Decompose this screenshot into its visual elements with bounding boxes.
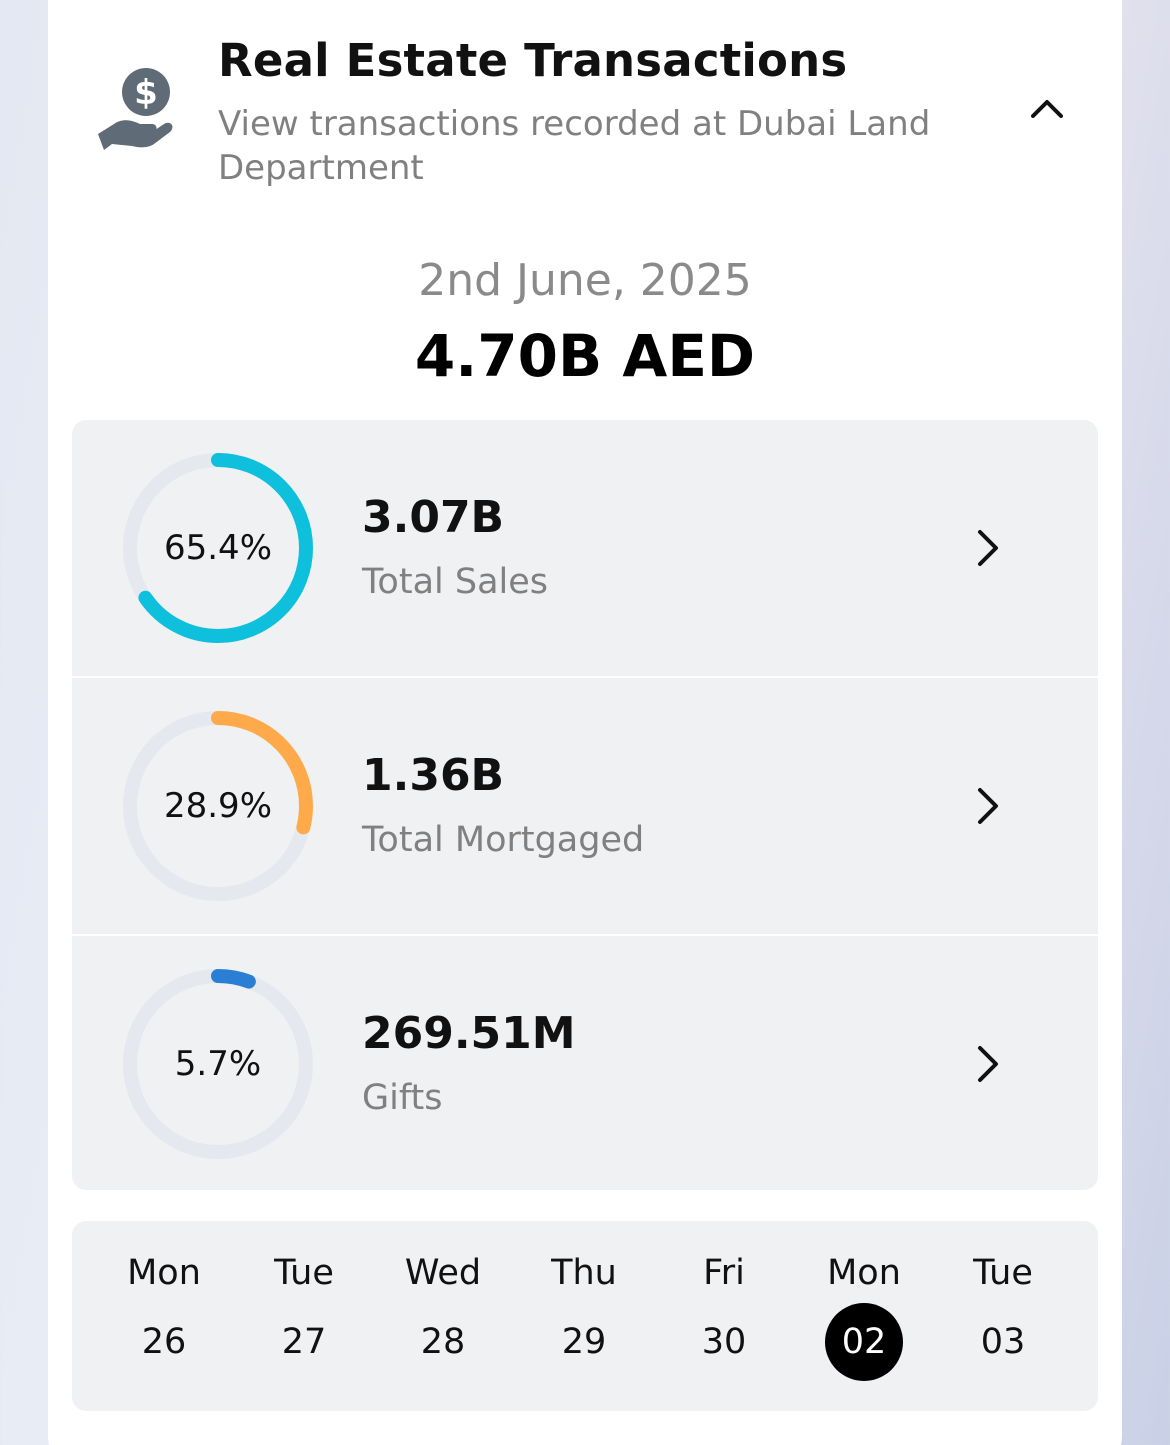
day-name: Tue [274, 1253, 334, 1293]
day-number: 30 [701, 1322, 747, 1362]
stat-label: Gifts [362, 1078, 443, 1118]
page-subtitle: View transactions recorded at Dubai Land… [218, 104, 931, 188]
day-number: 26 [141, 1322, 187, 1362]
day-cell[interactable]: Thu 29 [514, 1221, 654, 1411]
day-number: 02 [825, 1303, 903, 1381]
chevron-right-icon[interactable] [968, 524, 1008, 572]
stat-row-gifts[interactable]: 5.7% 269.51M Gifts [72, 936, 1098, 1190]
chevron-up-icon[interactable] [1022, 88, 1072, 128]
progress-ring [123, 453, 313, 643]
day-name: Tue [973, 1253, 1033, 1293]
day-cell[interactable]: Tue 27 [234, 1221, 374, 1411]
day-number: 28 [420, 1322, 466, 1362]
stat-label: Total Sales [362, 562, 549, 602]
stats-panel: 65.4% 3.07B Total Sales 28.9% 1.36B Tota… [72, 420, 1098, 1190]
stat-value: 1.36B [362, 750, 505, 801]
day-name: Wed [404, 1253, 482, 1293]
day-cell[interactable]: Wed 28 [373, 1221, 513, 1411]
hand-money-icon: $ [98, 68, 173, 150]
stat-value: 269.51M [362, 1008, 576, 1059]
stat-percent: 5.7% [174, 1044, 262, 1084]
day-number: 27 [281, 1322, 327, 1362]
day-name: Fri [703, 1253, 745, 1293]
stat-value: 3.07B [362, 492, 505, 543]
day-name: Mon [827, 1253, 901, 1293]
stat-row-total-sales[interactable]: 65.4% 3.07B Total Sales [72, 420, 1098, 676]
day-number: 29 [561, 1322, 607, 1362]
week-day-picker: Mon 26 Tue 27 Wed 28 Thu 29 Fri 30 Mon 0… [72, 1221, 1098, 1411]
day-name: Mon [127, 1253, 201, 1293]
divider [72, 676, 1098, 678]
progress-ring [123, 711, 313, 901]
day-number: 03 [980, 1322, 1026, 1362]
chevron-right-icon[interactable] [968, 1040, 1008, 1088]
page-title: Real Estate Transactions [218, 34, 848, 87]
stat-percent: 65.4% [163, 528, 272, 568]
summary-total: 4.70B AED [414, 322, 756, 390]
stat-row-total-mortgaged[interactable]: 28.9% 1.36B Total Mortgaged [72, 678, 1098, 934]
chevron-right-icon[interactable] [968, 782, 1008, 830]
day-cell[interactable]: Tue 03 [933, 1221, 1073, 1411]
stat-label: Total Mortgaged [362, 820, 645, 860]
stat-percent: 28.9% [163, 786, 272, 826]
progress-ring [123, 969, 313, 1159]
day-cell[interactable]: Mon 26 [94, 1221, 234, 1411]
day-name: Thu [551, 1253, 617, 1293]
day-cell[interactable]: Fri 30 [654, 1221, 794, 1411]
divider [72, 934, 1098, 936]
day-cell[interactable]: Mon 02 [794, 1221, 934, 1411]
svg-text:$: $ [134, 73, 158, 113]
summary-date: 2nd June, 2025 [418, 255, 752, 306]
